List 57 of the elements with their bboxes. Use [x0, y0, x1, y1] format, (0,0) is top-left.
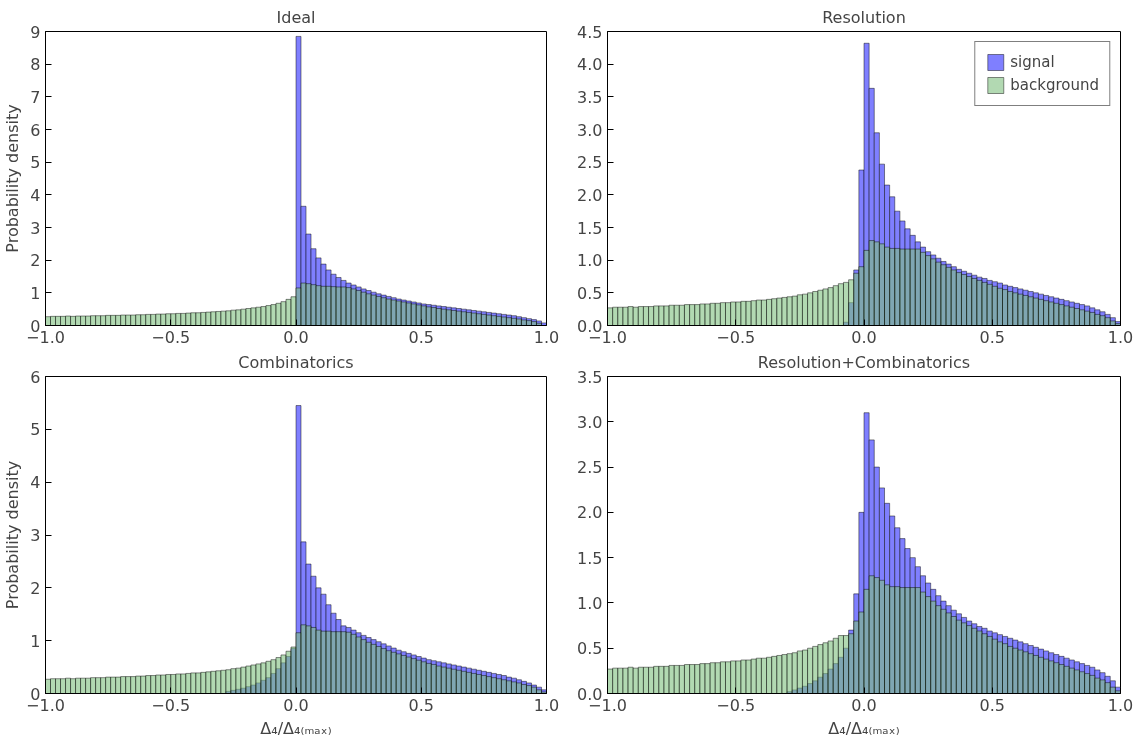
y-tick-label: 4.5	[577, 22, 603, 42]
y-tick-label: 3.0	[577, 120, 603, 140]
y-tick-label: 3.5	[577, 367, 603, 387]
y-tick-label: 5	[30, 420, 41, 440]
y-tick-label: 3.0	[577, 412, 603, 432]
y-tick-label: 6	[30, 120, 41, 140]
y-tick-label: 1.5	[577, 218, 603, 238]
y-tick-label: 6	[30, 367, 41, 387]
y-tick-label: 1	[30, 631, 41, 651]
x-tick-label: −0.5	[716, 327, 756, 347]
x-tick-label: 1.0	[1107, 695, 1134, 715]
x-tick-label: 0.0	[283, 327, 309, 347]
x-tick-label: 0.0	[851, 695, 877, 715]
y-tick-label: 1.0	[577, 251, 603, 271]
x-tick-label: 0.5	[408, 327, 434, 347]
y-tick-label: 4	[30, 185, 41, 205]
x-tick-label: 1.0	[1107, 327, 1134, 347]
y-tick-label: 2.5	[577, 458, 603, 478]
x-tick-label: 1.0	[533, 695, 560, 715]
x-tick-label: −0.5	[716, 695, 756, 715]
y-tick-label: 0.5	[577, 639, 603, 659]
y-tick-label: 4	[30, 473, 41, 493]
x-tick-label: −0.5	[151, 695, 191, 715]
y-tick-label: 3.5	[577, 87, 603, 107]
y-tick-label: 1.0	[577, 593, 603, 613]
y-tick-label: 2.5	[577, 153, 603, 173]
legend-label: signal	[1010, 53, 1055, 71]
x-tick-label: 0.0	[283, 695, 309, 715]
chart-title: Resolution+Combinatorics	[757, 352, 971, 372]
x-tick-label: 1.0	[533, 327, 560, 347]
x-tick-label: −0.5	[151, 327, 191, 347]
y-tick-label: 5	[30, 153, 41, 173]
y-tick-label: 2.0	[577, 185, 603, 205]
chart-title: Combinatorics	[238, 352, 354, 372]
legend-label: background	[1010, 76, 1099, 94]
y-axis-title: Probability density	[3, 104, 23, 253]
y-tick-label: 9	[30, 22, 41, 42]
y-tick-label: 4.0	[577, 55, 603, 75]
y-tick-label: 7	[30, 87, 41, 107]
x-axis-title: Δ₄/Δ₄₍ₘₐₓ₎	[828, 718, 900, 738]
y-tick-label: 3	[30, 526, 41, 545]
chart-title: Resolution	[822, 7, 906, 27]
x-tick-label: 0.5	[979, 327, 1005, 347]
y-axis-title: Probability density	[3, 460, 23, 610]
y-tick-label: 2	[30, 578, 41, 598]
y-tick-label: 1	[30, 283, 41, 303]
y-tick-label: 8	[30, 55, 41, 75]
x-tick-label: 0.5	[408, 695, 434, 715]
y-tick-label: 3	[30, 218, 41, 238]
y-tick-label: 1.5	[577, 548, 603, 568]
chart-title: Ideal	[276, 7, 316, 27]
x-tick-label: 0.5	[979, 695, 1005, 715]
x-tick-label: 0.0	[851, 327, 877, 347]
y-tick-label: 2.0	[577, 503, 603, 523]
x-axis-title: Δ₄/Δ₄₍ₘₐₓ₎	[260, 718, 332, 738]
y-tick-label: 0.5	[577, 283, 603, 303]
y-tick-label: 2	[30, 251, 41, 271]
